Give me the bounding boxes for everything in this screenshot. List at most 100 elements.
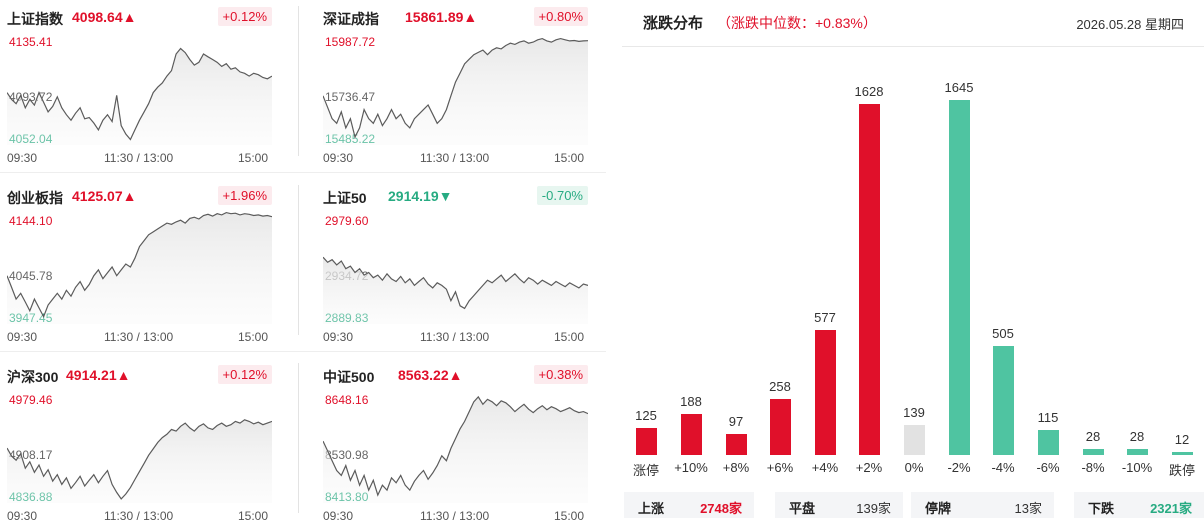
intraday-chart (323, 37, 588, 145)
summary-suspended: 停牌 13家 (911, 492, 1054, 518)
time-close-label: 15:00 (554, 151, 585, 165)
index-price: 8563.22▲ (398, 367, 463, 383)
time-close-label: 15:00 (554, 330, 585, 344)
time-close-label: 15:00 (238, 330, 269, 344)
summary-label: 停牌 (925, 501, 952, 516)
index-change-badge: +0.12% (217, 7, 272, 26)
time-mid-label: 11:30 / 13:00 (420, 509, 490, 520)
time-close-label: 15:00 (238, 509, 269, 520)
trend-arrow-icon: ▲ (448, 367, 463, 383)
distribution-bar[interactable] (859, 104, 880, 455)
summary-value: 2748家 (700, 501, 742, 516)
bar-category-label: +6% (766, 460, 794, 475)
bar-category-label: +10% (674, 460, 708, 475)
price-line (323, 395, 588, 497)
chart-area (7, 48, 272, 145)
column-divider (298, 185, 299, 335)
trend-arrow-icon: ▲ (463, 9, 478, 25)
index-change-badge: +1.96% (217, 186, 272, 205)
distribution-bar[interactable] (1083, 449, 1104, 455)
summary-value: 2321家 (1150, 501, 1192, 516)
bar-value-label: 125 (635, 408, 657, 423)
summary-advancers: 上涨 2748家 (624, 492, 754, 518)
index-price: 4098.64▲ (72, 9, 137, 25)
bar-value-label: 97 (728, 414, 744, 429)
column-divider (298, 6, 299, 156)
bar-value-label: 139 (903, 405, 925, 420)
index-panel[interactable]: 创业板指 4125.07▲ +1.96% 4144.10 4045.78 394… (0, 179, 290, 347)
bar-value-label: 28 (1085, 429, 1101, 444)
distribution-bar[interactable] (1172, 452, 1193, 455)
distribution-bar[interactable] (815, 330, 836, 455)
time-mid-label: 11:30 / 13:00 (420, 151, 490, 165)
distribution-bar[interactable] (949, 100, 970, 455)
index-panel[interactable]: 中证500 8563.22▲ +0.38% 8648.16 8530.98 84… (316, 358, 606, 520)
price-line (7, 211, 272, 319)
time-mid-label: 11:30 / 13:00 (104, 509, 174, 520)
bar-value-label: 115 (1037, 410, 1059, 425)
header-divider (622, 46, 1204, 47)
distribution-title: 涨跌分布 (643, 15, 704, 32)
trend-arrow-icon: ▲ (122, 188, 137, 204)
bar-value-label: 1645 (944, 80, 974, 95)
trade-date: 2026.05.28 星期四 (1076, 17, 1184, 32)
distribution-bar[interactable] (726, 434, 747, 455)
row-divider (0, 172, 606, 173)
bar-value-label: 577 (814, 310, 836, 325)
summary-value: 13家 (1014, 501, 1042, 516)
chart-high-label: 2979.60 (325, 214, 369, 228)
time-open-label: 09:30 (7, 151, 38, 165)
index-change-badge: +0.12% (217, 365, 272, 384)
chart-high-label: 4979.46 (9, 393, 53, 407)
price-line (7, 47, 272, 141)
chart-area (323, 396, 588, 503)
trend-arrow-icon: ▲ (122, 9, 137, 25)
summary-label: 上涨 (638, 501, 665, 516)
bar-value-label: 258 (769, 379, 791, 394)
time-open-label: 09:30 (323, 330, 354, 344)
bar-category-label: +8% (722, 460, 750, 475)
index-panel[interactable]: 上证指数 4098.64▲ +0.12% 4135.41 4093.72 405… (0, 0, 290, 168)
index-price: 4125.07▲ (72, 188, 137, 204)
index-panel[interactable]: 沪深300 4914.21▲ +0.12% 4979.46 4908.17 48… (0, 358, 290, 520)
chart-area (323, 38, 588, 145)
index-price: 4914.21▲ (66, 367, 131, 383)
distribution-bar[interactable] (770, 399, 791, 455)
index-panel[interactable]: 上证50 2914.19▼ -0.70% 2979.60 2934.72 288… (316, 179, 606, 347)
time-mid-label: 11:30 / 13:00 (420, 330, 490, 344)
price-line (7, 419, 272, 500)
index-change-badge: -0.70% (536, 186, 588, 205)
chart-high-label: 8648.16 (325, 393, 369, 407)
column-divider (298, 363, 299, 513)
bar-category-label: +2% (855, 460, 883, 475)
bar-value-label: 28 (1129, 429, 1145, 444)
summary-unchanged: 平盘 139家 (775, 492, 903, 518)
distribution-bar[interactable] (993, 346, 1014, 455)
chart-mid-label: 8530.98 (325, 448, 369, 462)
trend-arrow-icon: ▼ (438, 188, 453, 204)
bar-category-label: -8% (1081, 460, 1105, 475)
summary-label: 下跌 (1088, 501, 1115, 516)
summary-decliners: 下跌 2321家 (1074, 492, 1204, 518)
intraday-chart (7, 419, 272, 503)
distribution-bar[interactable] (681, 414, 702, 455)
chart-high-label: 4135.41 (9, 35, 53, 49)
distribution-bar[interactable] (1127, 449, 1148, 455)
bar-category-label: +4% (811, 460, 839, 475)
summary-value: 139家 (856, 501, 891, 516)
distribution-bar[interactable] (1038, 430, 1059, 455)
index-change-badge: +0.38% (533, 365, 588, 384)
index-panel[interactable]: 深证成指 15861.89▲ +0.80% 15987.72 15736.47 … (316, 0, 606, 168)
intraday-chart (323, 395, 588, 503)
distribution-bar[interactable] (636, 428, 657, 455)
bar-value-label: 188 (680, 394, 702, 409)
bar-category-label: 涨停 (632, 463, 659, 478)
median-change: （涨跌中位数：+0.83%） (717, 15, 877, 31)
index-price: 15861.89▲ (405, 9, 478, 25)
distribution-bar[interactable] (904, 425, 925, 455)
bar-value-label: 505 (992, 326, 1014, 341)
index-change-badge: +0.80% (533, 7, 588, 26)
summary-label: 平盘 (789, 501, 816, 516)
index-price: 2914.19▼ (388, 188, 453, 204)
bar-category-label: -10% (1121, 460, 1153, 475)
